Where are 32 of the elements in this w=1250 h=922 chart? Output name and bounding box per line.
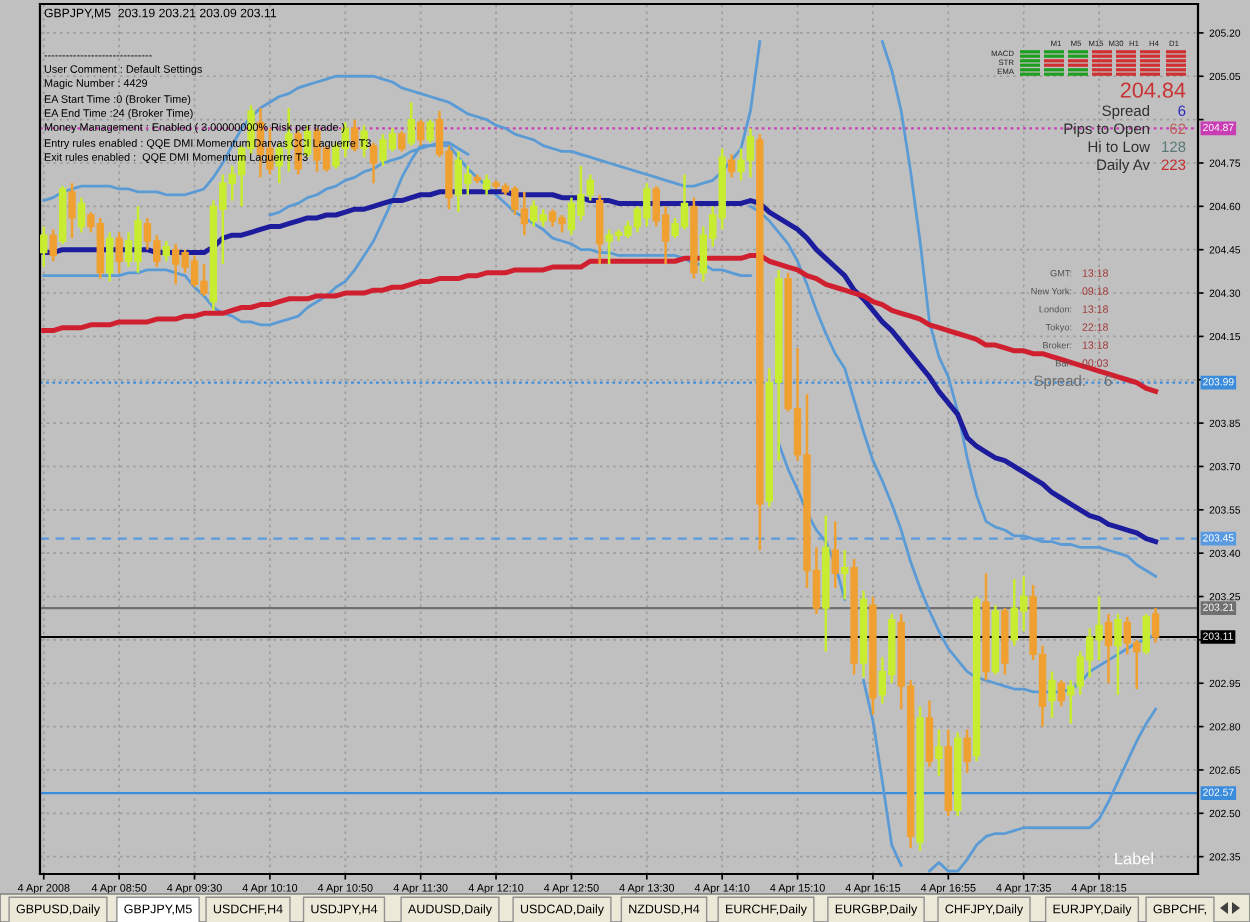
candlestick <box>482 173 491 197</box>
candlestick <box>1104 612 1113 685</box>
candlestick <box>963 728 971 775</box>
candlestick <box>1019 575 1028 633</box>
candlestick <box>49 228 57 263</box>
candlestick <box>77 196 86 234</box>
candlestick <box>1114 612 1122 697</box>
candlestick <box>416 118 425 147</box>
annotation: Label <box>1115 852 1153 865</box>
candlestick <box>1048 670 1056 720</box>
candlestick <box>407 101 415 147</box>
candlestick <box>935 728 943 777</box>
candlestick <box>1057 679 1066 708</box>
candlestick <box>454 150 463 214</box>
candlestick <box>831 520 839 590</box>
candlestick <box>398 129 406 153</box>
candlestick <box>727 153 736 179</box>
candlestick <box>106 231 114 283</box>
candlestick <box>1142 612 1150 656</box>
candlestick <box>925 699 934 769</box>
candlestick <box>40 225 48 269</box>
candlestick <box>162 239 170 263</box>
candlestick <box>1151 606 1160 645</box>
candlestick <box>369 141 378 185</box>
candlestick <box>1123 615 1132 656</box>
annotation: 204.84 <box>1120 82 1186 98</box>
candlestick <box>115 231 123 275</box>
candlestick <box>360 124 368 159</box>
candlestick <box>595 193 604 266</box>
candlestick <box>68 181 76 240</box>
candlestick <box>426 118 434 144</box>
candlestick <box>840 549 849 601</box>
